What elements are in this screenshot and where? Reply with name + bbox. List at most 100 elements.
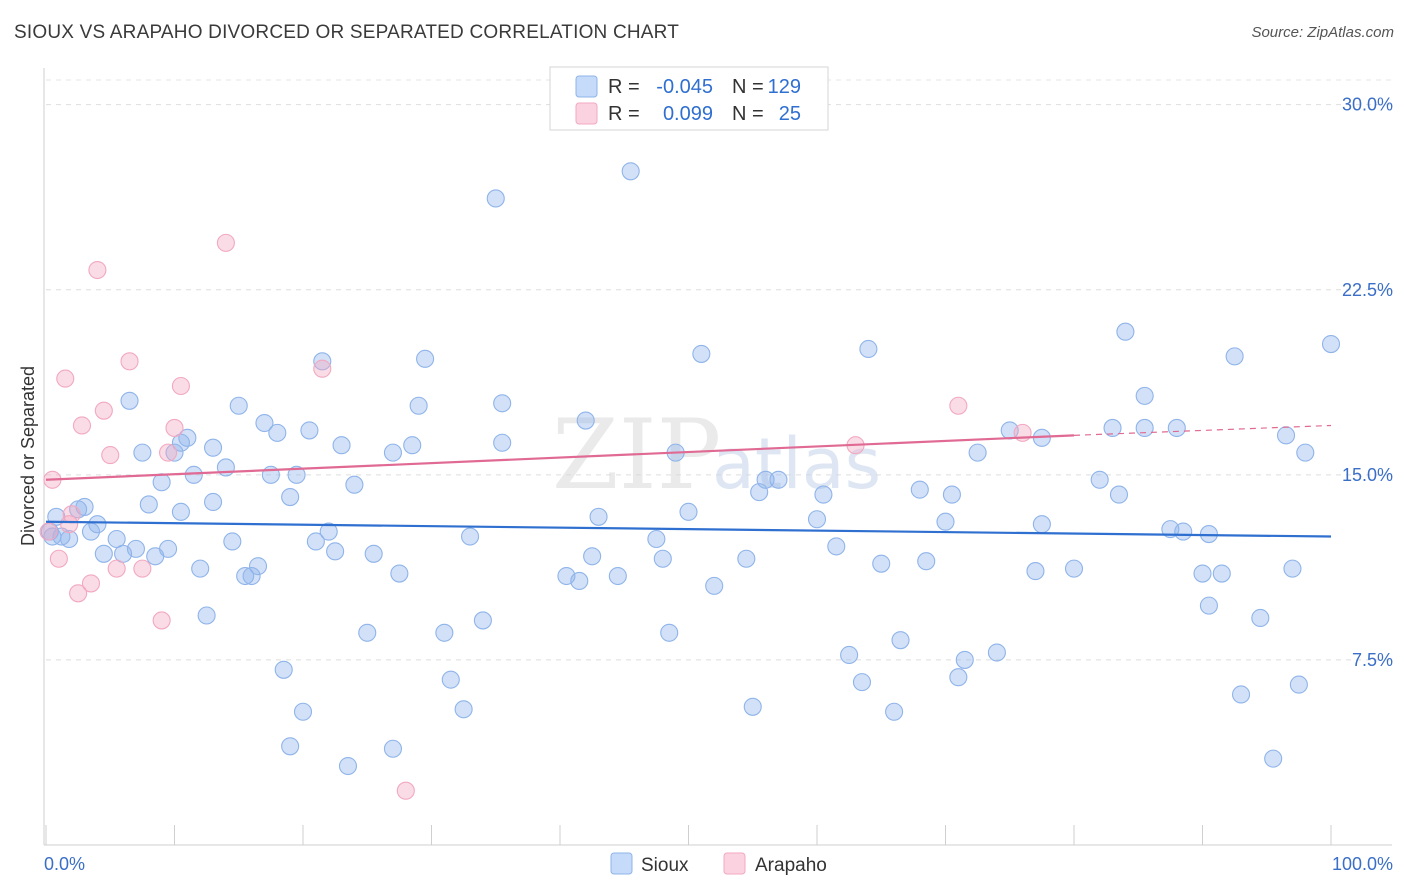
sioux-point xyxy=(60,529,79,549)
sioux-point xyxy=(171,502,190,521)
sioux-point xyxy=(152,473,171,492)
sioux-point xyxy=(756,470,775,489)
sioux-point xyxy=(1289,675,1308,694)
sioux-point xyxy=(885,702,904,721)
sioux-point xyxy=(126,539,145,558)
sioux-point xyxy=(859,339,878,359)
sioux-point xyxy=(653,549,672,568)
legend-swatch-sioux xyxy=(575,75,598,98)
sioux-point xyxy=(216,458,235,477)
sioux-point xyxy=(383,443,403,462)
sioux-point xyxy=(1135,386,1154,405)
bottom-legend-sioux: Sioux xyxy=(641,855,689,876)
sioux-point xyxy=(1032,515,1051,534)
sioux-point xyxy=(840,645,859,665)
sioux-point xyxy=(987,643,1006,662)
arapaho-point xyxy=(49,549,68,568)
sioux-point xyxy=(1212,564,1231,583)
sioux-point xyxy=(178,428,197,447)
y-tick-label: 22.5% xyxy=(1342,280,1393,300)
sioux-point xyxy=(204,492,223,512)
y-tick-label: 7.5% xyxy=(1352,650,1393,670)
sioux-point xyxy=(968,443,987,462)
watermark-atlas: atlas xyxy=(712,423,881,505)
sioux-point xyxy=(223,532,242,551)
sioux-point xyxy=(827,537,846,556)
sioux-point xyxy=(1090,470,1109,489)
sioux-point xyxy=(248,557,268,576)
sioux-trend-line xyxy=(45,520,1332,538)
sioux-point xyxy=(326,542,345,561)
y-axis-title: Divorced or Separated xyxy=(18,366,38,546)
arapaho-point xyxy=(101,446,120,465)
sioux-point xyxy=(94,544,113,563)
sioux-point xyxy=(1232,685,1251,704)
sioux-point xyxy=(942,485,961,504)
sioux-point xyxy=(441,670,460,689)
sioux-point xyxy=(1193,564,1212,583)
y-tick-label: 30.0% xyxy=(1342,95,1393,115)
arapaho-point xyxy=(81,574,101,593)
sioux-point xyxy=(338,756,358,776)
trend-lines xyxy=(45,424,1332,538)
sioux-point xyxy=(1064,559,1084,578)
sioux-point xyxy=(364,544,383,563)
sioux-point xyxy=(852,673,872,692)
chart-title: SIOUX VS ARAPAHO DIVORCED OR SEPARATED C… xyxy=(14,22,680,43)
legend-r-label: R = xyxy=(608,103,640,125)
arapaho-point xyxy=(165,418,184,438)
legend-swatch-arapaho xyxy=(575,102,598,125)
arapaho-point xyxy=(120,352,139,371)
sioux-point xyxy=(242,566,261,586)
sioux-point xyxy=(679,502,698,521)
sioux-point xyxy=(647,529,666,549)
bottom-swatch-sioux xyxy=(610,852,633,875)
sioux-point xyxy=(692,344,711,363)
sioux-point xyxy=(332,436,351,455)
sioux-point xyxy=(306,532,325,551)
arapaho-point xyxy=(949,396,968,415)
sioux-point xyxy=(403,436,422,455)
bottom-legend: Sioux Arapaho xyxy=(610,852,827,876)
legend-n-label: N = xyxy=(732,76,764,98)
sioux-point xyxy=(608,566,627,586)
sioux-point xyxy=(281,737,300,756)
sioux-point xyxy=(493,433,512,452)
arapaho-point xyxy=(69,584,88,603)
sioux-point xyxy=(955,650,974,669)
sioux-point xyxy=(473,611,492,630)
arapaho-points xyxy=(39,233,1032,800)
sioux-point xyxy=(313,352,332,371)
sioux-point xyxy=(300,421,319,440)
sioux-point xyxy=(133,443,152,462)
legend-box: R = -0.045 N = 129 R = 0.099 N = 25 xyxy=(549,66,829,131)
sioux-point xyxy=(274,660,293,679)
x-tick-label: 100.0% xyxy=(1332,854,1393,874)
sioux-point xyxy=(345,475,364,494)
arapaho-point xyxy=(313,359,332,378)
sioux-point xyxy=(88,515,107,534)
sioux-point xyxy=(281,487,300,507)
sioux-point xyxy=(1135,418,1154,438)
legend-r-label: R = xyxy=(608,76,640,98)
sioux-point xyxy=(486,189,505,208)
x-tick-labels: 0.0% 100.0% xyxy=(44,854,1393,874)
sioux-point xyxy=(435,623,454,642)
sioux-point xyxy=(1225,347,1244,366)
bottom-swatch-arapaho xyxy=(723,852,746,875)
sioux-point xyxy=(1103,418,1122,438)
sioux-point xyxy=(1167,418,1186,438)
sioux-point xyxy=(769,470,788,489)
sioux-point xyxy=(416,349,435,368)
sioux-point xyxy=(1321,334,1341,354)
sioux-point xyxy=(1109,485,1129,504)
sioux-point xyxy=(1251,608,1270,628)
sioux-point xyxy=(743,697,762,716)
sioux-point xyxy=(184,465,203,484)
sioux-point xyxy=(1276,426,1296,445)
sioux-point xyxy=(949,668,968,687)
sioux-point xyxy=(390,564,409,583)
sioux-point xyxy=(255,413,274,433)
sioux-point xyxy=(1116,322,1135,341)
